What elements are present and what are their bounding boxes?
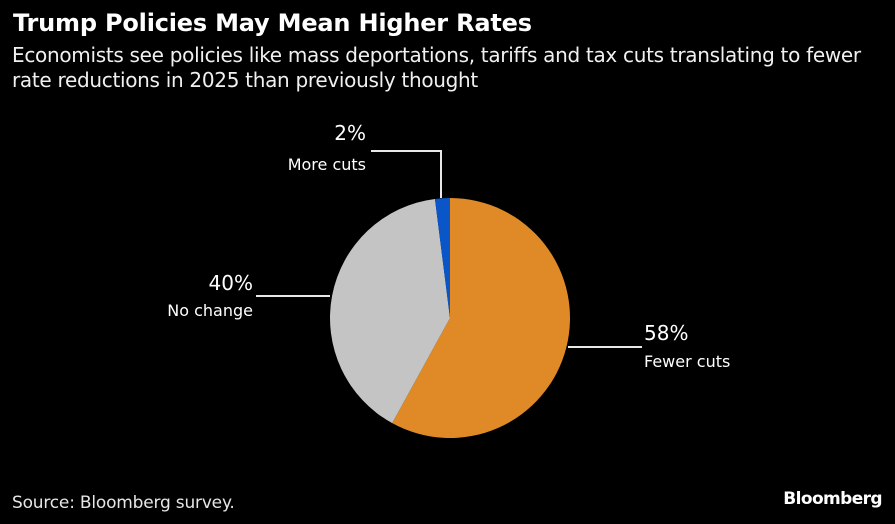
bloomberg-logo: Bloomberg [783,489,882,509]
data-label-category: No change [167,301,253,320]
data-label-category: Fewer cuts [644,352,730,371]
source-note: Source: Bloomberg survey. [12,493,235,513]
data-label-value: 40% [209,271,253,295]
pie-slice-fewer-cuts [392,198,570,438]
data-label-category: More cuts [288,155,366,174]
chart-subtitle: Economists see policies like mass deport… [12,43,861,92]
pie-slice-more-cuts [434,198,450,318]
leader-line [371,150,442,198]
data-label-value: 2% [334,121,366,145]
chart-title: Trump Policies May Mean Higher Rates [13,9,532,37]
data-label-value: 58% [644,321,688,345]
pie-slice-no-change [330,198,450,424]
